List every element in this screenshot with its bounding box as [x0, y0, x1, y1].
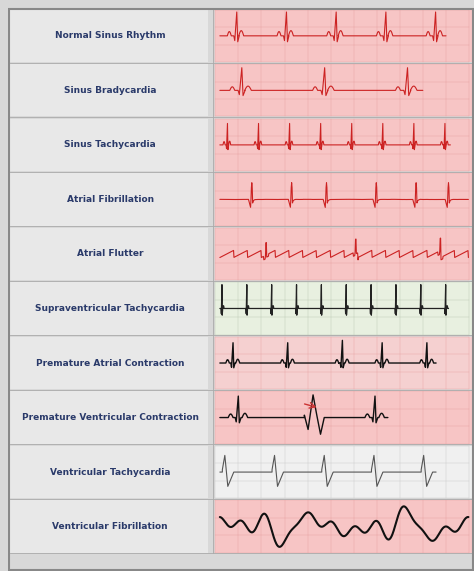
FancyBboxPatch shape — [215, 65, 472, 116]
Text: Ventricular Tachycardia: Ventricular Tachycardia — [50, 468, 171, 477]
FancyBboxPatch shape — [10, 446, 208, 498]
Text: Sinus Bradycardia: Sinus Bradycardia — [64, 86, 156, 95]
FancyBboxPatch shape — [215, 228, 472, 280]
FancyBboxPatch shape — [215, 392, 472, 444]
Text: Normal Sinus Rhythm: Normal Sinus Rhythm — [55, 31, 165, 41]
Text: Sinus Tachycardia: Sinus Tachycardia — [64, 140, 156, 150]
Text: Ventricular Fibrillation: Ventricular Fibrillation — [53, 522, 168, 531]
FancyBboxPatch shape — [10, 337, 208, 389]
FancyBboxPatch shape — [10, 10, 208, 62]
FancyBboxPatch shape — [215, 174, 472, 226]
Text: Atrial Fibrillation: Atrial Fibrillation — [67, 195, 154, 204]
FancyBboxPatch shape — [215, 446, 472, 498]
Text: Premature Atrial Contraction: Premature Atrial Contraction — [36, 359, 184, 368]
FancyBboxPatch shape — [215, 337, 472, 389]
FancyBboxPatch shape — [215, 119, 472, 171]
FancyBboxPatch shape — [10, 392, 208, 444]
FancyBboxPatch shape — [10, 174, 208, 226]
FancyBboxPatch shape — [10, 228, 208, 280]
Text: Atrial Flutter: Atrial Flutter — [77, 250, 144, 259]
FancyBboxPatch shape — [215, 283, 472, 335]
FancyBboxPatch shape — [10, 119, 208, 171]
FancyBboxPatch shape — [215, 500, 472, 553]
Text: Premature Ventricular Contraction: Premature Ventricular Contraction — [22, 413, 199, 422]
FancyBboxPatch shape — [10, 500, 208, 553]
FancyBboxPatch shape — [10, 283, 208, 335]
FancyBboxPatch shape — [10, 65, 208, 116]
Text: Supraventricular Tachycardia: Supraventricular Tachycardia — [36, 304, 185, 313]
FancyBboxPatch shape — [215, 10, 472, 62]
